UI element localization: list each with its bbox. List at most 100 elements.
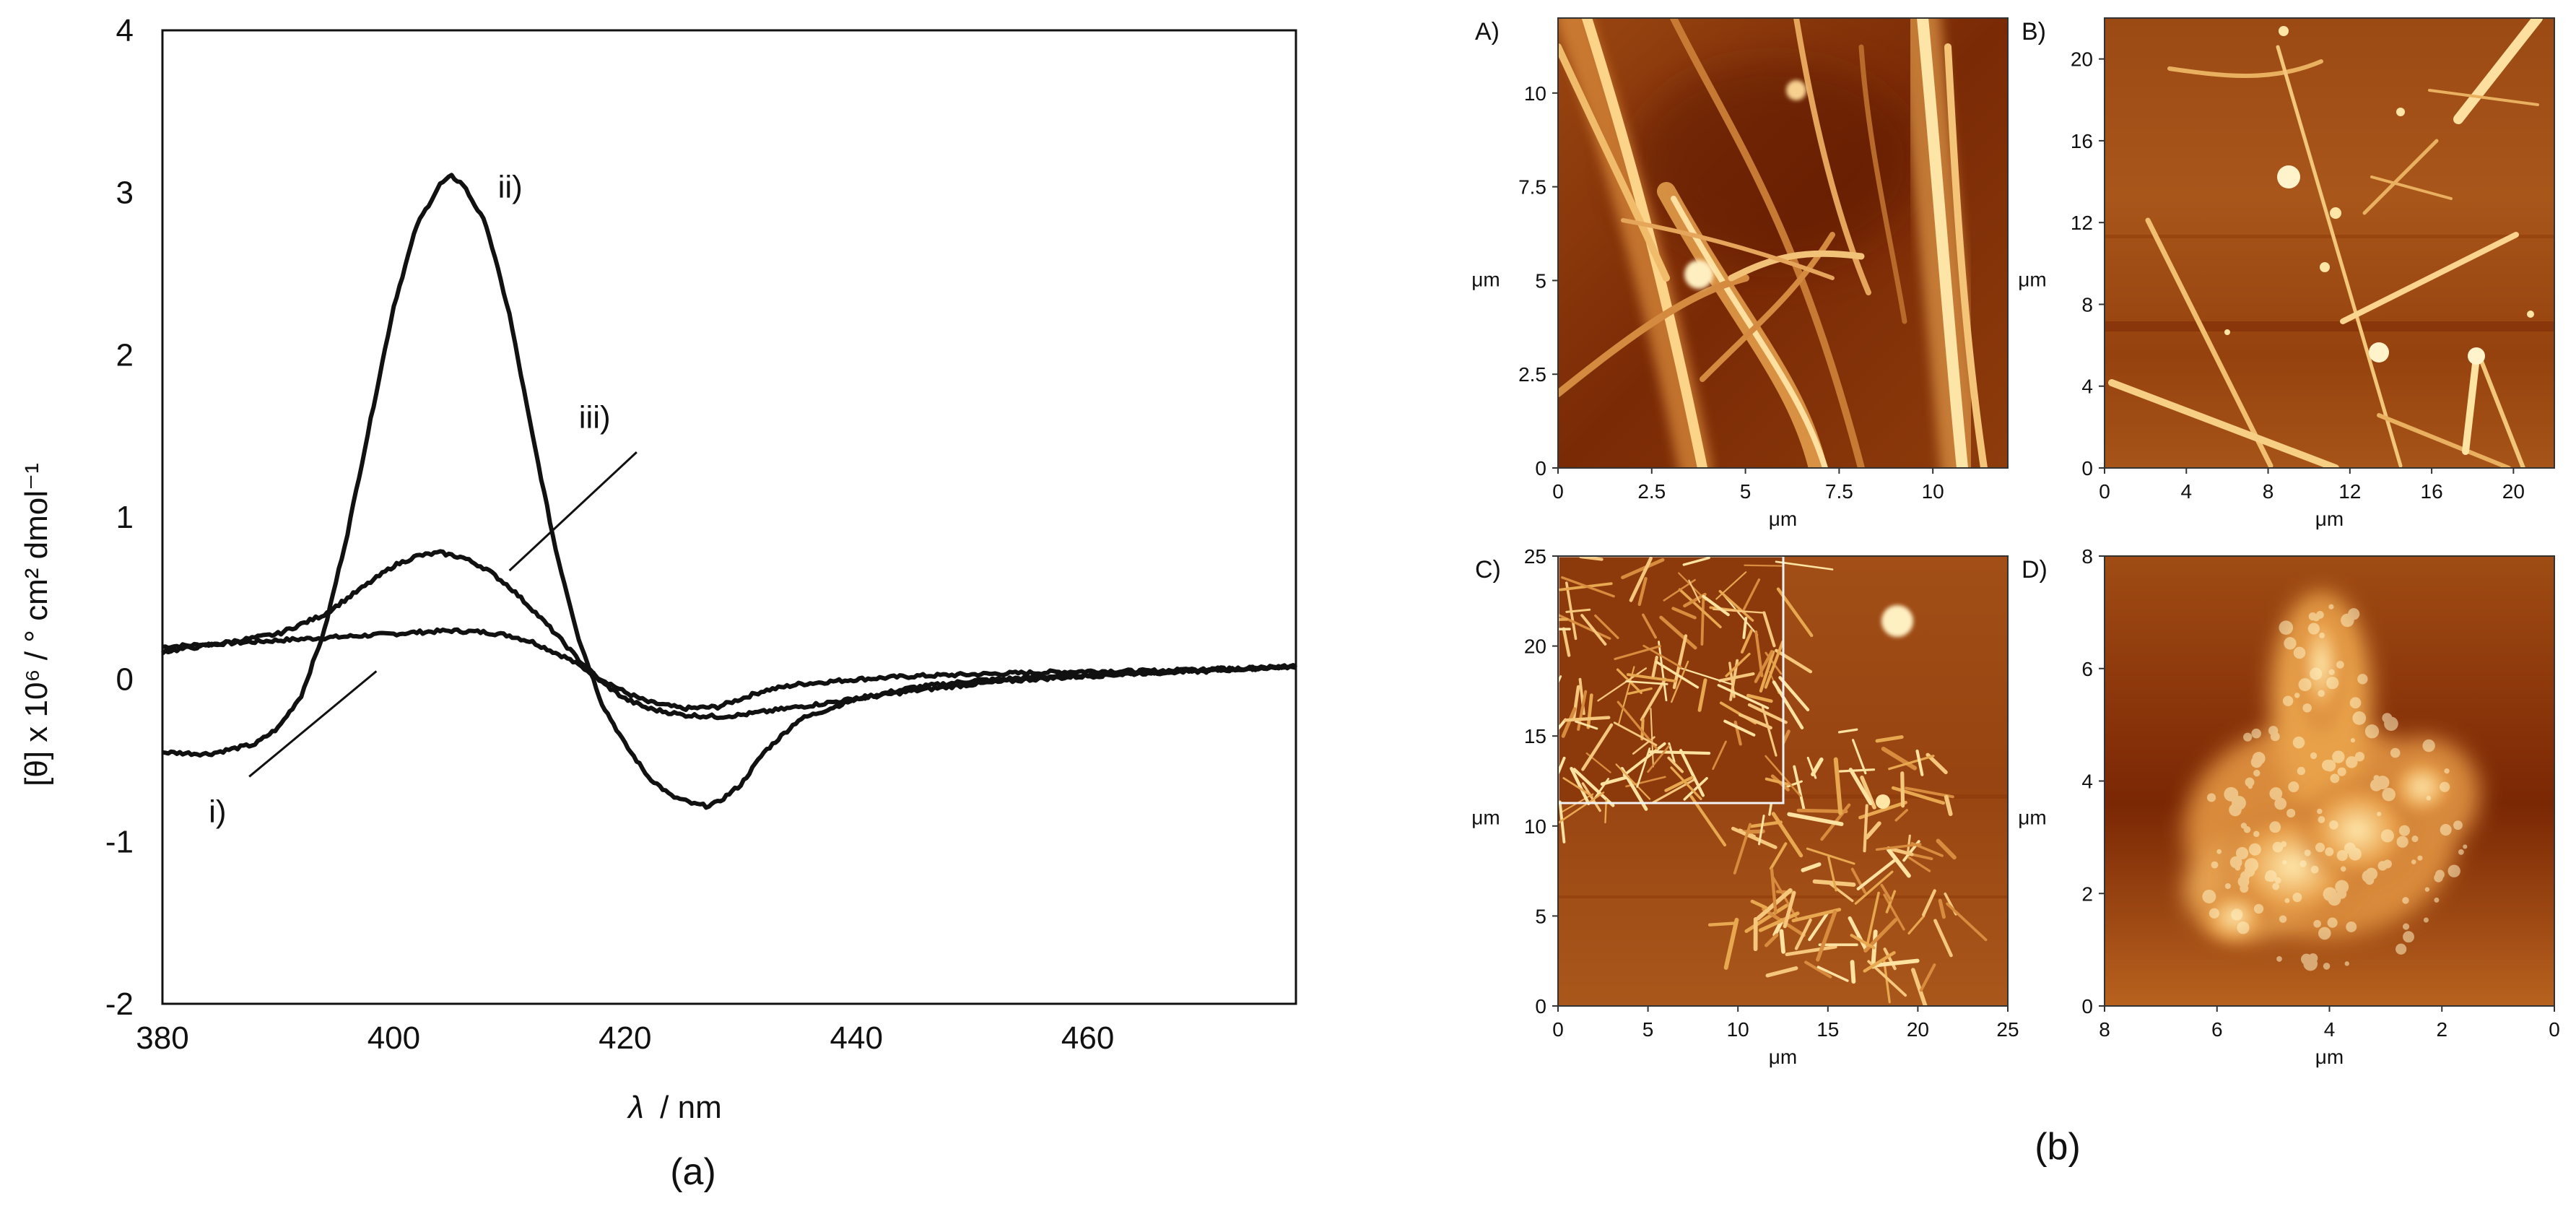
cd-x-axis-unit: / nm bbox=[660, 1090, 722, 1125]
afm-x-axis-label: μm bbox=[2315, 508, 2344, 530]
cd-series-label: i) bbox=[209, 794, 226, 829]
afm-y-tick: 5 bbox=[1535, 905, 1546, 927]
afm-y-tick: 12 bbox=[2071, 212, 2093, 234]
afm-y-tick: 5 bbox=[1535, 269, 1546, 292]
afm-panel-letter: D) bbox=[2022, 556, 2048, 584]
afm-y-tick: 7.5 bbox=[1518, 176, 1546, 199]
afm-x-tick: 0 bbox=[2099, 480, 2110, 503]
cd-series-label: iii) bbox=[579, 399, 611, 435]
cd-series-label: ii) bbox=[498, 169, 523, 204]
afm-frame-A bbox=[1557, 17, 2009, 469]
cd-y-tick: 1 bbox=[116, 500, 134, 535]
afm-y-tick: 8 bbox=[2081, 293, 2093, 316]
afm-x-tick: 8 bbox=[2099, 1018, 2110, 1041]
afm-y-tick: 20 bbox=[2071, 48, 2093, 71]
afm-x-tick: 6 bbox=[2211, 1018, 2223, 1041]
afm-x-tick: 0 bbox=[1552, 1018, 1564, 1041]
afm-y-tick: 25 bbox=[1524, 545, 1546, 568]
cd-x-axis-label: λ / nm bbox=[627, 1090, 721, 1125]
afm-panel-letter: B) bbox=[2022, 18, 2046, 45]
afm-x-tick: 2.5 bbox=[1637, 480, 1666, 503]
afm-x-tick: 20 bbox=[2502, 480, 2525, 503]
afm-x-tick: 0 bbox=[1552, 480, 1564, 503]
afm-y-tick: 2 bbox=[2081, 882, 2093, 905]
afm-y-tick: 15 bbox=[1524, 725, 1546, 747]
afm-x-tick: 12 bbox=[2338, 480, 2361, 503]
cd-y-tick: 0 bbox=[116, 662, 134, 698]
afm-panel-A bbox=[1557, 17, 2009, 469]
panel-a-caption: (a) bbox=[670, 1151, 716, 1193]
cd-annotation-leader bbox=[248, 670, 378, 778]
afm-y-tick: 0 bbox=[1535, 995, 1546, 1018]
afm-y-axis-label: μm bbox=[1471, 807, 1500, 829]
cd-x-axis-symbol: λ bbox=[627, 1090, 644, 1125]
afm-y-axis-label: μm bbox=[2018, 269, 2046, 291]
afm-y-tick: 6 bbox=[2081, 658, 2093, 680]
afm-x-tick: 25 bbox=[1996, 1018, 2019, 1041]
cd-x-tick: 400 bbox=[367, 1020, 420, 1056]
cd-series-line-1 bbox=[162, 627, 1297, 712]
afm-x-tick: 5 bbox=[1642, 1018, 1654, 1041]
afm-y-tick: 0 bbox=[2081, 995, 2093, 1018]
afm-image-C bbox=[1558, 556, 2008, 1006]
afm-frame-B bbox=[2104, 17, 2555, 469]
afm-y-axis-label: μm bbox=[1471, 269, 1500, 291]
afm-panel-letter: A) bbox=[1475, 18, 1500, 45]
afm-panel-C bbox=[1557, 555, 2009, 1007]
afm-panel-letter: C) bbox=[1475, 556, 1501, 584]
cd-y-tick: 3 bbox=[116, 175, 134, 211]
afm-x-tick: 10 bbox=[1922, 480, 1944, 503]
afm-x-tick: 15 bbox=[1816, 1018, 1839, 1041]
afm-x-tick: 10 bbox=[1727, 1018, 1749, 1041]
afm-x-tick: 4 bbox=[2324, 1018, 2336, 1041]
afm-image-B bbox=[2105, 18, 2554, 468]
afm-x-axis-label: μm bbox=[1769, 1046, 1797, 1068]
afm-panel-D bbox=[2104, 555, 2555, 1007]
afm-image-D bbox=[2105, 556, 2554, 1006]
cd-y-tick: -1 bbox=[105, 824, 134, 859]
cd-y-tick: 4 bbox=[116, 13, 134, 48]
cd-annotation-leader bbox=[508, 451, 638, 572]
cd-x-tick: 440 bbox=[830, 1020, 883, 1056]
afm-y-tick: 4 bbox=[2081, 376, 2093, 398]
afm-x-axis-label: μm bbox=[2315, 1046, 2344, 1068]
afm-frame-C bbox=[1557, 555, 2009, 1007]
cd-series-line-2 bbox=[162, 173, 1297, 810]
afm-x-tick: 20 bbox=[1907, 1018, 1929, 1041]
cd-x-tick-labels: 380 400 420 440 460 bbox=[136, 1020, 1114, 1056]
cd-series-lines bbox=[161, 173, 1297, 810]
afm-x-tick: 16 bbox=[2421, 480, 2443, 503]
afm-y-tick: 20 bbox=[1524, 635, 1546, 658]
afm-panel-B bbox=[2104, 17, 2555, 469]
afm-x-tick: 5 bbox=[1740, 480, 1752, 503]
afm-x-tick: 8 bbox=[2263, 480, 2274, 503]
afm-y-tick: 10 bbox=[1524, 82, 1546, 105]
cd-spectrum-chart: -2 -1 0 1 2 3 4 380 400 420 440 460 i) ii) iii) [θ] … bbox=[19, 13, 1297, 1193]
afm-y-tick: 2.5 bbox=[1518, 363, 1546, 386]
afm-y-tick: 16 bbox=[2071, 130, 2093, 152]
cd-y-tick-labels: -2 -1 0 1 2 3 4 bbox=[105, 13, 134, 1022]
cd-y-tick: 2 bbox=[116, 337, 134, 373]
afm-x-tick: 4 bbox=[2180, 480, 2192, 503]
afm-x-tick: 7.5 bbox=[1825, 480, 1853, 503]
afm-y-tick: 4 bbox=[2081, 771, 2093, 793]
cd-x-tick: 420 bbox=[599, 1020, 651, 1056]
afm-y-tick: 8 bbox=[2081, 545, 2093, 568]
cd-y-tick: -2 bbox=[105, 986, 134, 1022]
afm-y-axis-label: μm bbox=[2018, 807, 2046, 829]
cd-y-axis-label: [θ] x 10⁶ / ° cm² dmol⁻¹ bbox=[19, 463, 54, 786]
cd-plot-frame bbox=[161, 29, 1297, 1005]
afm-x-axis-label: μm bbox=[1769, 508, 1797, 530]
cd-x-tick: 380 bbox=[136, 1020, 188, 1056]
afm-y-tick: 0 bbox=[2081, 457, 2093, 480]
panel-b-caption: (b) bbox=[2035, 1126, 2081, 1168]
afm-y-tick: 10 bbox=[1524, 815, 1546, 838]
afm-y-tick: 0 bbox=[1535, 457, 1546, 480]
cd-series-annotations: i) ii) iii) bbox=[209, 169, 638, 829]
cd-series-line-3 bbox=[161, 549, 1297, 721]
afm-x-tick: 0 bbox=[2549, 1018, 2560, 1041]
afm-image-A bbox=[1558, 18, 2008, 468]
